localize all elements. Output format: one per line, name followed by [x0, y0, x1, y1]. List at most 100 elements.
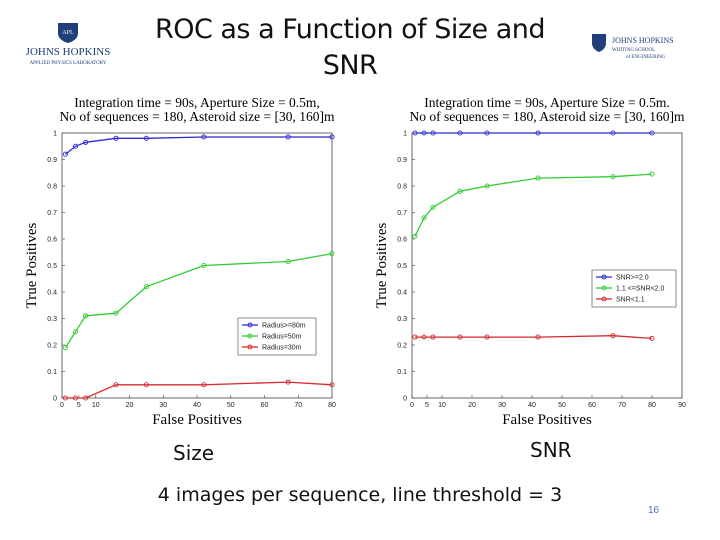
data-point [649, 171, 655, 177]
y-tick-label: 0.7 [397, 210, 407, 217]
data-point [201, 134, 207, 140]
y-tick-label: 0.7 [47, 210, 57, 217]
data-point [412, 130, 418, 136]
y-tick-label: 0.5 [47, 263, 57, 270]
x-tick-label: 10 [438, 402, 446, 409]
data-point [412, 334, 418, 340]
legend-label: Radius=30m [262, 345, 302, 352]
x-tick-label: 70 [618, 402, 626, 409]
data-point [535, 175, 541, 181]
data-point [610, 174, 616, 180]
data-point [430, 130, 436, 136]
legend-marker [247, 322, 253, 328]
data-point [113, 135, 119, 141]
data-point [430, 334, 436, 340]
chart-title-line: Integration time = 90s, Aperture Size = … [424, 95, 669, 110]
x-tick-label: 20 [468, 402, 476, 409]
data-point [143, 284, 149, 290]
legend-label: Radius=50m [262, 334, 302, 341]
y-tick-label: 0.6 [47, 237, 57, 244]
chart-title-line: Integration time = 90s, Aperture Size = … [74, 95, 319, 110]
legend-marker [247, 344, 253, 350]
data-point [412, 233, 418, 239]
data-point [329, 251, 335, 257]
y-tick-label: 0.2 [47, 343, 57, 350]
legend-label: SNR>=2.0 [616, 275, 649, 282]
data-point [62, 151, 68, 157]
data-point [421, 130, 427, 136]
data-point [457, 334, 463, 340]
y-axis-label: True Positives [24, 222, 40, 308]
y-tick-label: 0.8 [47, 184, 57, 191]
svg-text:JOHNS HOPKINS: JOHNS HOPKINS [26, 46, 111, 58]
slide-title: ROC as a Function of Size and SNR [154, 14, 546, 81]
data-point [83, 313, 89, 319]
data-point [484, 130, 490, 136]
x-tick-label: 60 [588, 402, 596, 409]
chart-legend: SNR>=2.0 1.1 <=SNR<2.0 SNR<1.1 [591, 269, 677, 308]
data-point [457, 188, 463, 194]
y-tick-label: 0.9 [397, 157, 407, 164]
series-line [415, 335, 653, 340]
size-roc-chart: Integration time = 90s, Aperture Size = … [20, 88, 365, 433]
x-tick-label: 80 [328, 402, 336, 409]
svg-text:APPLIED PHYSICS LABORATORY: APPLIED PHYSICS LABORATORY [30, 61, 107, 66]
y-tick-label: 0.5 [397, 263, 407, 270]
data-point [484, 183, 490, 189]
y-axis-label: True Positives [374, 222, 390, 308]
series-line [64, 252, 333, 348]
data-point [535, 130, 541, 136]
data-point [421, 334, 427, 340]
data-point [72, 329, 79, 335]
series-line [65, 381, 333, 399]
y-tick-label: 1 [53, 131, 57, 138]
data-point [72, 395, 79, 401]
legend-label: SNR<1.1 [616, 297, 645, 304]
x-tick-label: 70 [294, 402, 302, 409]
x-tick-label: 40 [528, 402, 536, 409]
y-tick-label: 1 [403, 131, 407, 138]
chart-title-line: No of sequences = 180, Asteroid size = [… [59, 109, 335, 124]
svg-text:of ENGINEERING: of ENGINEERING [626, 55, 666, 60]
data-point [329, 134, 335, 140]
data-point [83, 395, 89, 401]
data-point [201, 262, 207, 269]
data-point [143, 382, 149, 388]
jhu-whiting-logo: JOHNS HOPKINS WHITING SCHOOL of ENGINEER… [590, 32, 690, 64]
y-tick-label: 0 [53, 396, 57, 403]
legend-marker [601, 274, 607, 280]
x-tick-label: 30 [159, 402, 167, 409]
data-point [610, 130, 616, 136]
x-axis-label: False Positives [502, 412, 592, 428]
data-point [113, 382, 119, 388]
data-point [285, 258, 291, 265]
data-point [649, 335, 655, 341]
x-tick-label: 10 [92, 402, 100, 409]
data-point [535, 334, 541, 340]
y-tick-label: 0.3 [397, 316, 407, 323]
legend-marker [247, 333, 253, 339]
x-tick-label: 80 [648, 402, 656, 409]
x-tick-label: 60 [261, 402, 269, 409]
y-tick-label: 0.4 [47, 290, 57, 297]
data-point [329, 382, 335, 388]
slide-subtitle: 4 images per sequence, line threshold = … [157, 484, 563, 506]
data-point [610, 333, 616, 339]
data-point [143, 135, 149, 141]
x-tick-label: 40 [193, 402, 201, 409]
legend-marker [601, 285, 607, 291]
data-point [285, 379, 291, 385]
y-tick-label: 0.2 [397, 343, 407, 350]
x-axis-label: False Positives [152, 412, 242, 428]
y-tick-label: 0.6 [397, 237, 407, 244]
x-tick-label: 5 [77, 402, 81, 409]
data-point [113, 310, 119, 316]
series-line [64, 136, 332, 155]
data-point [83, 139, 89, 145]
chart-legend: Radius>=80m Radius=50m Radius=30m [237, 317, 317, 356]
data-point [201, 382, 207, 388]
legend-label: Radius>=80m [262, 323, 306, 330]
y-tick-label: 0 [403, 396, 407, 403]
y-tick-label: 0.8 [397, 184, 407, 191]
svg-text:JOHNS HOPKINS: JOHNS HOPKINS [612, 36, 674, 45]
